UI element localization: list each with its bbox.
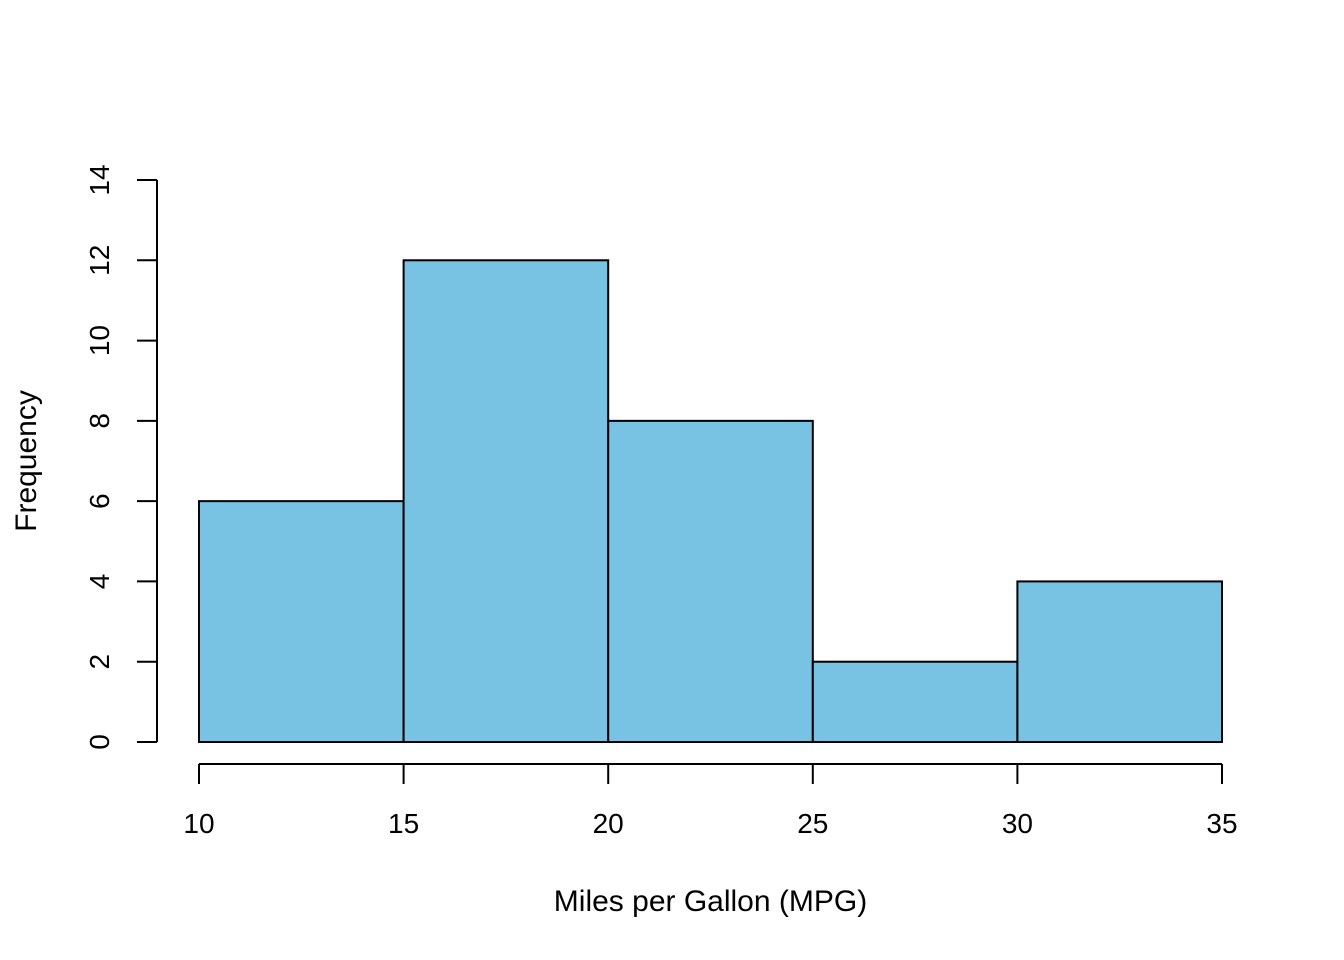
- x-tick-label: 25: [797, 808, 828, 839]
- x-axis-label: Miles per Gallon (MPG): [554, 885, 867, 918]
- bars-group: [198, 259, 1224, 744]
- y-tick-label: 2: [84, 654, 115, 670]
- x-tick-label: 15: [388, 808, 419, 839]
- histogram-bar-15-20: [402, 259, 610, 743]
- x-tick-label: 10: [183, 808, 214, 839]
- histogram-bar-20-25: [607, 419, 814, 743]
- y-tick-label: 4: [84, 574, 115, 590]
- y-axis: 0 2 4 6 8 10 12 14: [84, 164, 158, 750]
- y-tick-label: 0: [84, 734, 115, 750]
- y-tick-label: 10: [84, 325, 115, 356]
- y-tick-label: 12: [84, 245, 115, 276]
- x-tick-label: 30: [1002, 808, 1033, 839]
- y-tick-label: 14: [84, 164, 115, 195]
- x-axis: 10 15 20 25 30 35: [183, 763, 1238, 839]
- y-axis-label: Frequency: [10, 390, 43, 532]
- y-tick-label: 8: [84, 413, 115, 429]
- histogram-bar-25-30: [811, 660, 1019, 744]
- y-tick-label: 6: [84, 493, 115, 509]
- x-tick-label: 35: [1206, 808, 1237, 839]
- x-tick-label: 20: [593, 808, 624, 839]
- histogram-bar-10-15: [198, 500, 405, 743]
- histogram-bar-30-35: [1016, 580, 1224, 744]
